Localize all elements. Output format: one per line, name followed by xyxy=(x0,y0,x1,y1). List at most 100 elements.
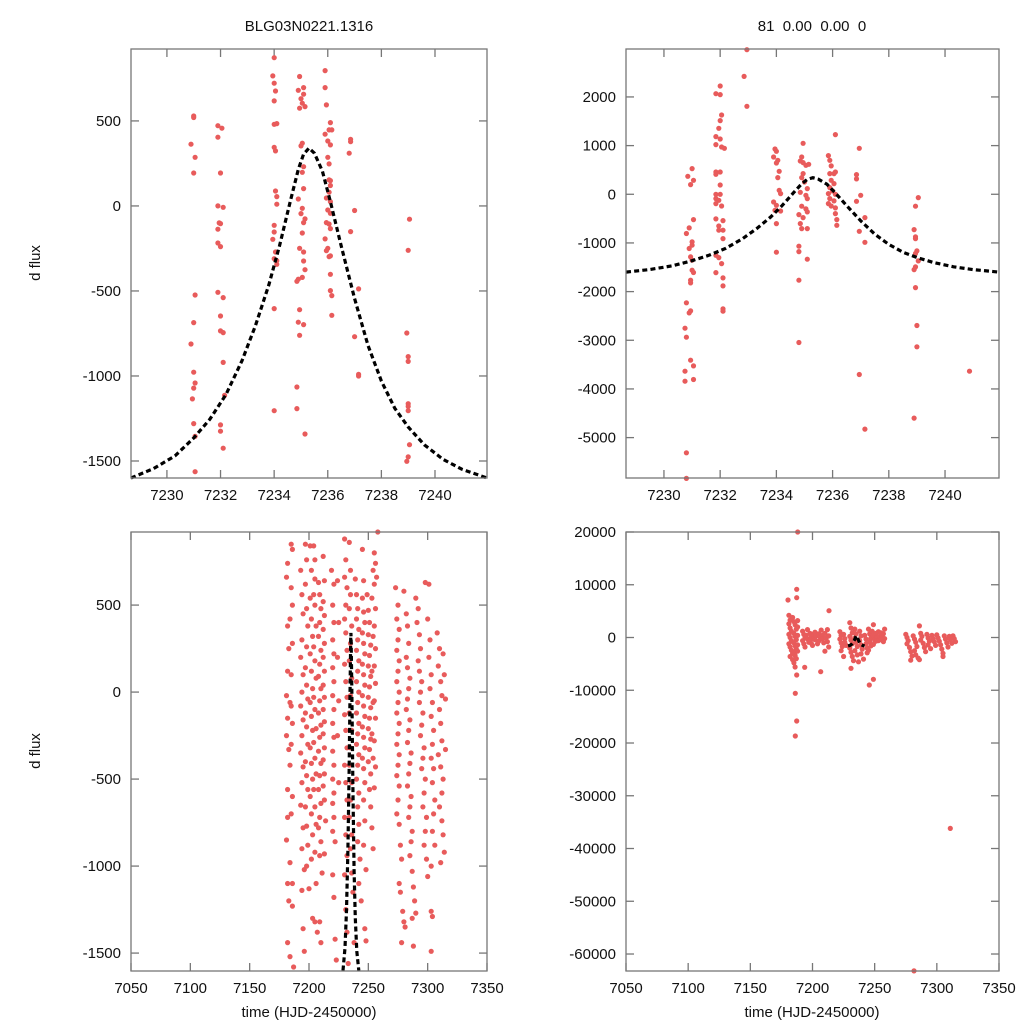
data-point xyxy=(413,910,419,916)
data-point xyxy=(192,469,198,475)
data-point xyxy=(773,148,780,154)
data-point xyxy=(852,648,858,654)
data-point xyxy=(288,585,294,591)
x-tick-label: 7300 xyxy=(411,980,444,997)
data-point xyxy=(786,621,792,627)
data-point xyxy=(366,684,373,690)
y-tick-label: -500 xyxy=(91,283,121,300)
data-point xyxy=(320,626,326,633)
data-point xyxy=(307,745,313,751)
data-point xyxy=(364,592,370,598)
data-point xyxy=(396,626,402,633)
data-point xyxy=(356,790,362,796)
data-point xyxy=(342,616,348,622)
data-point xyxy=(361,842,367,848)
data-point xyxy=(399,940,405,946)
data-point xyxy=(713,134,719,140)
data-point xyxy=(408,793,414,800)
data-point xyxy=(191,170,197,176)
data-point xyxy=(853,176,860,182)
data-point xyxy=(343,679,349,685)
data-point xyxy=(215,289,221,295)
data-point xyxy=(300,717,306,723)
data-point xyxy=(419,722,425,728)
data-point xyxy=(804,256,810,262)
y-tick-label: -2000 xyxy=(578,284,616,301)
data-point xyxy=(297,245,303,251)
data-point xyxy=(312,706,318,713)
data-point xyxy=(913,639,919,645)
data-point xyxy=(304,644,310,650)
y-axis-label: d flux xyxy=(27,245,44,281)
data-point xyxy=(436,706,443,713)
data-point xyxy=(305,623,311,629)
data-point xyxy=(818,669,824,675)
data-point xyxy=(809,642,816,649)
data-point xyxy=(321,668,327,674)
data-point xyxy=(311,543,317,549)
x-tick-label: 7240 xyxy=(928,487,961,504)
data-point xyxy=(720,308,726,314)
data-point xyxy=(330,872,336,878)
data-point xyxy=(285,668,291,674)
data-point xyxy=(356,752,362,758)
data-point xyxy=(336,619,342,626)
data-point xyxy=(322,236,328,242)
data-point xyxy=(436,646,443,652)
data-point xyxy=(302,665,308,671)
data-point xyxy=(220,295,226,301)
data-point xyxy=(796,212,802,218)
data-point xyxy=(406,640,412,647)
data-point xyxy=(362,619,368,626)
data-point xyxy=(299,205,305,211)
data-point xyxy=(366,786,373,793)
y-tick-label: -1500 xyxy=(83,453,121,470)
data-point xyxy=(345,960,351,967)
data-point xyxy=(826,633,832,639)
data-point xyxy=(880,639,887,645)
data-point xyxy=(299,733,305,739)
data-point xyxy=(369,731,375,737)
data-point xyxy=(422,828,428,834)
data-point xyxy=(321,771,327,777)
data-point xyxy=(285,623,291,629)
data-point xyxy=(429,741,435,747)
data-point xyxy=(361,734,367,740)
data-point xyxy=(428,863,434,869)
data-point xyxy=(916,657,923,663)
data-point xyxy=(272,88,279,94)
data-point xyxy=(431,811,437,817)
data-point xyxy=(369,595,375,601)
data-point xyxy=(442,696,449,702)
data-point xyxy=(865,647,872,653)
data-point xyxy=(320,553,326,560)
y-tick-label: 0 xyxy=(113,684,121,701)
y-tick-label: -500 xyxy=(91,771,121,788)
data-point xyxy=(298,567,304,573)
data-point xyxy=(857,628,863,634)
data-point xyxy=(310,633,316,640)
data-point xyxy=(371,785,377,791)
data-point xyxy=(327,253,333,259)
data-point xyxy=(800,215,806,221)
data-point xyxy=(717,92,723,98)
data-point xyxy=(394,679,400,685)
data-point xyxy=(299,887,305,894)
data-point xyxy=(318,839,324,845)
data-point xyxy=(792,690,798,696)
data-point xyxy=(395,731,401,737)
data-point xyxy=(368,771,374,777)
data-point xyxy=(359,546,365,553)
data-point xyxy=(407,717,413,723)
data-point xyxy=(395,762,401,768)
data-point xyxy=(346,606,352,612)
data-point xyxy=(396,880,402,887)
data-point xyxy=(713,201,719,207)
data-point xyxy=(824,627,831,633)
data-point xyxy=(302,541,308,547)
x-tick-label: 7230 xyxy=(647,487,680,504)
data-point xyxy=(271,306,277,312)
data-point xyxy=(408,750,414,756)
data-point xyxy=(299,230,305,236)
data-point xyxy=(372,606,379,612)
